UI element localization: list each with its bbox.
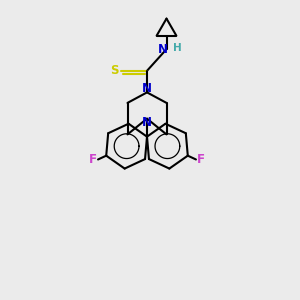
- Text: S: S: [110, 64, 118, 77]
- Text: H: H: [172, 43, 182, 53]
- Text: F: F: [197, 153, 205, 166]
- Text: F: F: [89, 153, 97, 166]
- Text: N: N: [158, 43, 168, 56]
- Text: N: N: [142, 82, 152, 95]
- Text: N: N: [142, 116, 152, 129]
